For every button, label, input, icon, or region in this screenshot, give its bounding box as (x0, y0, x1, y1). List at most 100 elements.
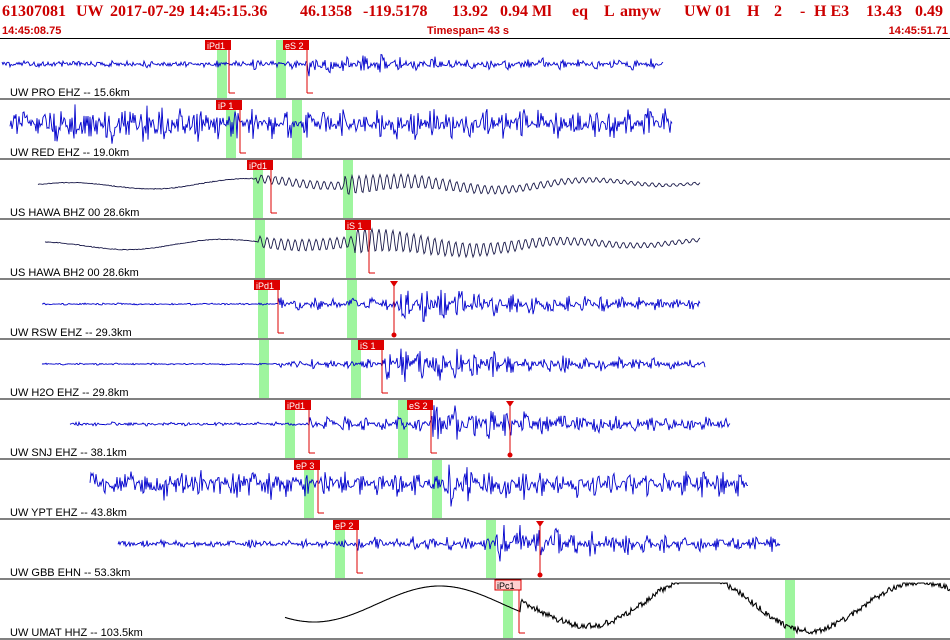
pick-label: iPd1 (256, 281, 274, 291)
waveform (117, 524, 781, 562)
event-num: 2 (774, 3, 782, 20)
waveform (42, 289, 701, 322)
station-label: UW GBB EHN -- 53.3km (10, 567, 130, 579)
event-latitude: 46.1358 (300, 3, 352, 20)
arrival-band (226, 100, 236, 158)
station-label: US HAWA BH2 00 28.6km (10, 267, 139, 279)
arrival-band (285, 400, 295, 458)
pick-label: eP 3 (296, 461, 314, 471)
pick-label-box[interactable] (494, 579, 522, 591)
waveform (69, 405, 731, 440)
waveform (37, 172, 701, 195)
event-depth: 13.92 (452, 3, 488, 20)
arrival-band (503, 580, 513, 638)
pick-marker-icon[interactable] (506, 401, 514, 407)
trace-row[interactable]: iS 1 US HAWA BH2 00 28.6km (0, 220, 950, 280)
start-time: 14:45:08.75 (2, 25, 62, 37)
trace-row[interactable]: iS 1 UW H2O EHZ -- 29.8km (0, 340, 950, 400)
pick-label: iS 1 (360, 341, 376, 351)
arrival-band (343, 160, 353, 218)
event-rms: 13.43 (866, 3, 902, 20)
station-label: UW RED EHZ -- 19.0km (10, 147, 129, 159)
pick-label: iPd1 (207, 41, 225, 51)
station-label: UW SNJ EHZ -- 38.1km (10, 447, 127, 459)
arrival-band (292, 100, 302, 158)
arrival-band (217, 40, 227, 98)
event-dash: - (800, 3, 806, 20)
station-label: UW RSW EHZ -- 29.3km (10, 327, 132, 339)
station-label: UW H2O EHZ -- 29.8km (10, 387, 129, 399)
event-type: eq (572, 3, 588, 20)
waveform (89, 464, 749, 507)
pick-end-marker (507, 452, 513, 458)
waveform (44, 227, 701, 259)
event-magnitude: 0.94 Ml (500, 3, 552, 20)
pick-label: iPd1 (287, 401, 305, 411)
arrival-band (335, 520, 345, 578)
trace-row[interactable]: iPd1 US HAWA BHZ 00 28.6km (0, 160, 950, 220)
pick-marker-icon[interactable] (536, 521, 544, 527)
pick-label-box[interactable] (285, 400, 311, 410)
trace-row[interactable]: eP 2 UW GBB EHN -- 53.3km (0, 520, 950, 580)
arrival-band (347, 280, 357, 338)
station-label: UW UMAT HHZ -- 103.5km (10, 627, 143, 639)
event-summary-header: 61307081 UW 2017-07-29 14:45:15.36 46.13… (0, 0, 950, 24)
arrival-band (259, 340, 269, 398)
pick-label-box[interactable] (247, 160, 273, 170)
event-source: UW 01 (684, 3, 732, 20)
waveform (9, 104, 673, 144)
arrival-band (351, 340, 361, 398)
arrival-band (432, 460, 442, 518)
arrival-band (785, 580, 795, 638)
event-error: 0.49 (915, 3, 943, 20)
event-quality: H E3 (814, 3, 850, 20)
pick-label-box[interactable] (333, 520, 359, 530)
pick-label: eP 2 (335, 521, 353, 531)
arrival-band (276, 40, 286, 98)
arrival-band (253, 160, 263, 218)
event-gtype: H (747, 3, 760, 20)
trace-row[interactable]: iPd1 eS 2 UW SNJ EHZ -- 38.1km (0, 400, 950, 460)
pick-label-box[interactable] (254, 280, 280, 290)
timespan: Timespan= 43 s (427, 25, 510, 37)
arrival-band (398, 400, 408, 458)
pick-label: eS 2 (285, 41, 304, 51)
pick-label-box[interactable] (205, 40, 231, 50)
event-user: amyw (620, 3, 661, 20)
arrival-band (486, 520, 496, 578)
station-label: UW YPT EHZ -- 43.8km (10, 507, 127, 519)
arrival-band (346, 220, 356, 278)
pick-label: iS 1 (347, 221, 363, 231)
time-bar: 14:45:08.75 Timespan= 43 s 14:45:51.71 (0, 24, 950, 39)
trace-row[interactable]: iPc1 UW UMAT HHZ -- 103.5km (0, 579, 950, 640)
arrival-band (255, 220, 265, 278)
event-network: UW (76, 3, 104, 20)
pick-label-box[interactable] (345, 220, 371, 230)
pick-label-box[interactable] (294, 460, 320, 470)
pick-label-box[interactable] (283, 40, 309, 50)
pick-end-marker (391, 332, 397, 338)
event-datetime: 2017-07-29 14:45:15.36 (110, 3, 268, 20)
trace-row[interactable]: iPd1 UW RSW EHZ -- 29.3km (0, 280, 950, 340)
event-id: 61307081 (2, 3, 66, 20)
station-label: UW PRO EHZ -- 15.6km (10, 87, 130, 99)
trace-row[interactable]: iPd1 eS 2 UW PRO EHZ -- 15.6km (0, 40, 950, 100)
pick-label: iP 1 (218, 101, 233, 111)
event-flag: L (604, 3, 615, 20)
pick-marker-icon[interactable] (390, 281, 398, 287)
pick-label: eS 2 (409, 401, 428, 411)
waveform (1, 53, 664, 77)
waveform (284, 581, 950, 636)
pick-label-box[interactable] (216, 100, 242, 110)
pick-label-box[interactable] (407, 400, 433, 410)
end-time: 14:45:51.71 (888, 25, 948, 37)
trace-row[interactable]: eP 3 UW YPT EHZ -- 43.8km (0, 460, 950, 520)
waveform (41, 348, 706, 383)
event-longitude: -119.5178 (363, 3, 428, 20)
pick-end-marker (537, 572, 543, 578)
station-label: US HAWA BHZ 00 28.6km (10, 207, 139, 219)
arrival-band (304, 460, 314, 518)
pick-label-box[interactable] (358, 340, 384, 350)
trace-row[interactable]: iP 1 UW RED EHZ -- 19.0km (0, 100, 950, 160)
